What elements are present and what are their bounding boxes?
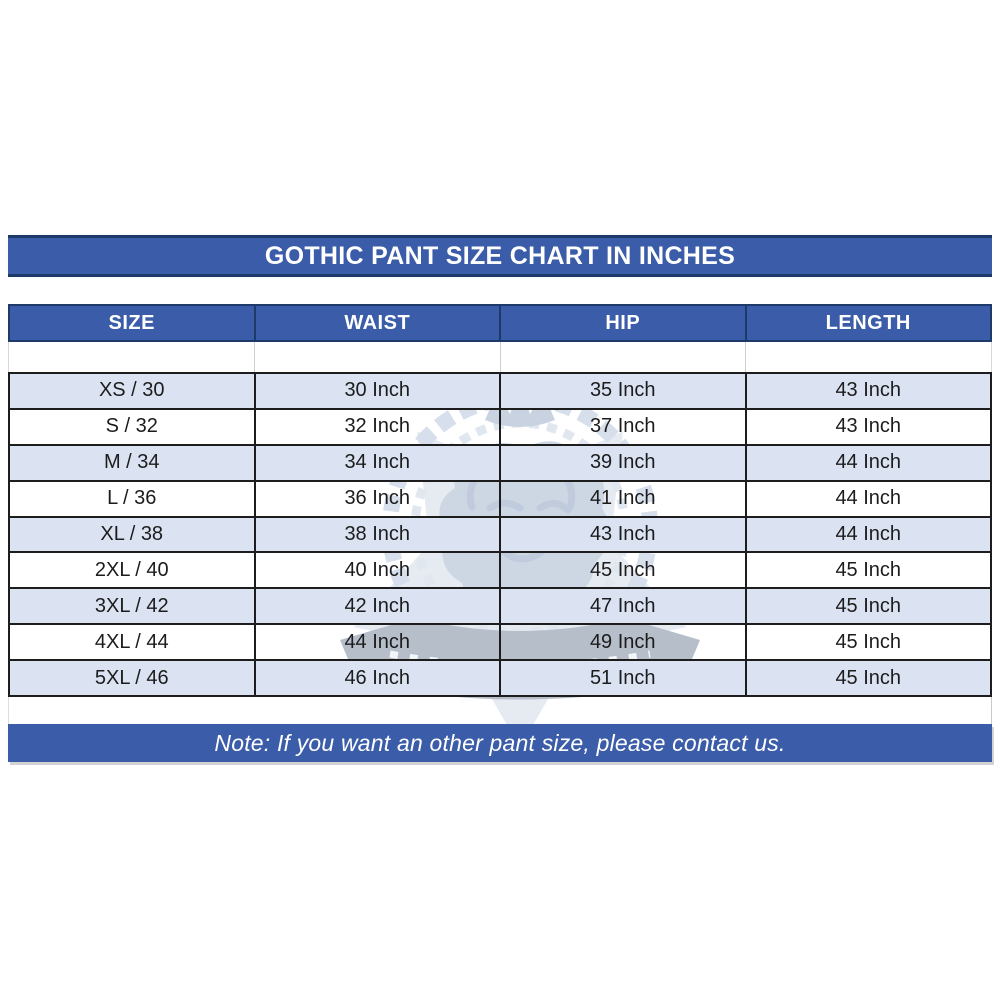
- size-table: XS / 30 30 Inch 35 Inch 43 Inch S / 32 3…: [8, 372, 992, 697]
- length-cell: 45 Inch: [835, 594, 902, 617]
- size-cell: XS / 30: [10, 374, 256, 408]
- hip-cell: 51 Inch: [501, 661, 747, 696]
- note-bar: Note: If you want an other pant size, pl…: [8, 724, 992, 762]
- length-cell: 45 Inch: [835, 666, 902, 689]
- column-header-waist: WAIST: [253, 306, 500, 340]
- table-row-2xl-40: 2XL / 40 40 Inch 45 Inch 45 Inch: [10, 553, 990, 590]
- table-bottom-gap: [8, 697, 992, 724]
- hip-cell: 41 Inch: [501, 481, 747, 516]
- size-cell: 5XL / 46: [10, 661, 256, 696]
- waist-cell: 42 Inch: [256, 589, 501, 624]
- hip-cell: 45 Inch: [501, 553, 747, 588]
- spacer-cell: [255, 342, 501, 372]
- size-cell: 2XL / 40: [10, 553, 256, 588]
- hip-cell: 43 Inch: [501, 517, 747, 552]
- hip-cell: 47 Inch: [501, 589, 747, 624]
- waist-cell: 36 Inch: [256, 481, 501, 516]
- spacer-cell: [501, 342, 747, 372]
- length-cell: 45 Inch: [835, 630, 902, 653]
- table-row-xl-38: XL / 38 38 Inch 43 Inch 44 Inch: [10, 517, 990, 554]
- size-cell: M / 34: [10, 445, 256, 480]
- chart-title-bar: GOTHIC PANT SIZE CHART IN INCHES: [8, 235, 992, 277]
- waist-cell: 32 Inch: [256, 409, 501, 444]
- column-header-size: SIZE: [108, 311, 155, 334]
- length-cell: 43 Inch: [835, 379, 902, 402]
- size-cell: 3XL / 42: [10, 589, 256, 624]
- size-cell: S / 32: [10, 409, 256, 444]
- note-text: Note: If you want an other pant size, pl…: [214, 729, 786, 756]
- waist-cell: 44 Inch: [256, 625, 501, 660]
- waist-cell: 38 Inch: [256, 517, 501, 552]
- table-row-m-34: M / 34 34 Inch 39 Inch 44 Inch: [10, 445, 990, 482]
- table-header-row: SIZE WAIST HIP LENGTH: [8, 304, 992, 342]
- spacer-cell: [746, 342, 991, 372]
- waist-cell: 40 Inch: [256, 553, 501, 588]
- waist-cell: 46 Inch: [256, 661, 501, 696]
- length-cell: 44 Inch: [835, 523, 902, 545]
- length-cell: 44 Inch: [835, 487, 902, 510]
- table-row-3xl-42: 3XL / 42 42 Inch 47 Inch 45 Inch: [10, 589, 990, 626]
- table-row-xs-30: XS / 30 30 Inch 35 Inch 43 Inch: [10, 374, 990, 410]
- table-row-4xl-44: 4XL / 44 44 Inch 49 Inch 45 Inch: [10, 625, 990, 662]
- length-cell: 43 Inch: [835, 415, 902, 438]
- size-cell: XL / 38: [10, 517, 256, 552]
- size-cell: 4XL / 44: [10, 625, 256, 660]
- size-cell: L / 36: [10, 481, 256, 516]
- waist-cell: 34 Inch: [256, 445, 501, 480]
- chart-title: GOTHIC PANT SIZE CHART IN INCHES: [264, 241, 736, 270]
- table-row-l-36: L / 36 36 Inch 41 Inch 44 Inch: [10, 481, 990, 518]
- hip-cell: 37 Inch: [501, 409, 747, 444]
- table-row-5xl-46: 5XL / 46 46 Inch 51 Inch 45 Inch: [10, 661, 990, 696]
- table-row-s-32: S / 32 32 Inch 37 Inch 43 Inch: [10, 409, 990, 446]
- waist-cell: 30 Inch: [256, 374, 501, 408]
- spacer-row: [8, 342, 992, 372]
- spacer-cell: [9, 342, 255, 372]
- length-cell: 45 Inch: [835, 558, 902, 581]
- hip-cell: 39 Inch: [501, 445, 747, 480]
- hip-cell: 35 Inch: [501, 374, 747, 408]
- hip-cell: 49 Inch: [501, 625, 747, 660]
- length-cell: 44 Inch: [835, 451, 902, 474]
- column-header-hip: HIP: [499, 306, 745, 340]
- column-header-length: LENGTH: [744, 306, 991, 340]
